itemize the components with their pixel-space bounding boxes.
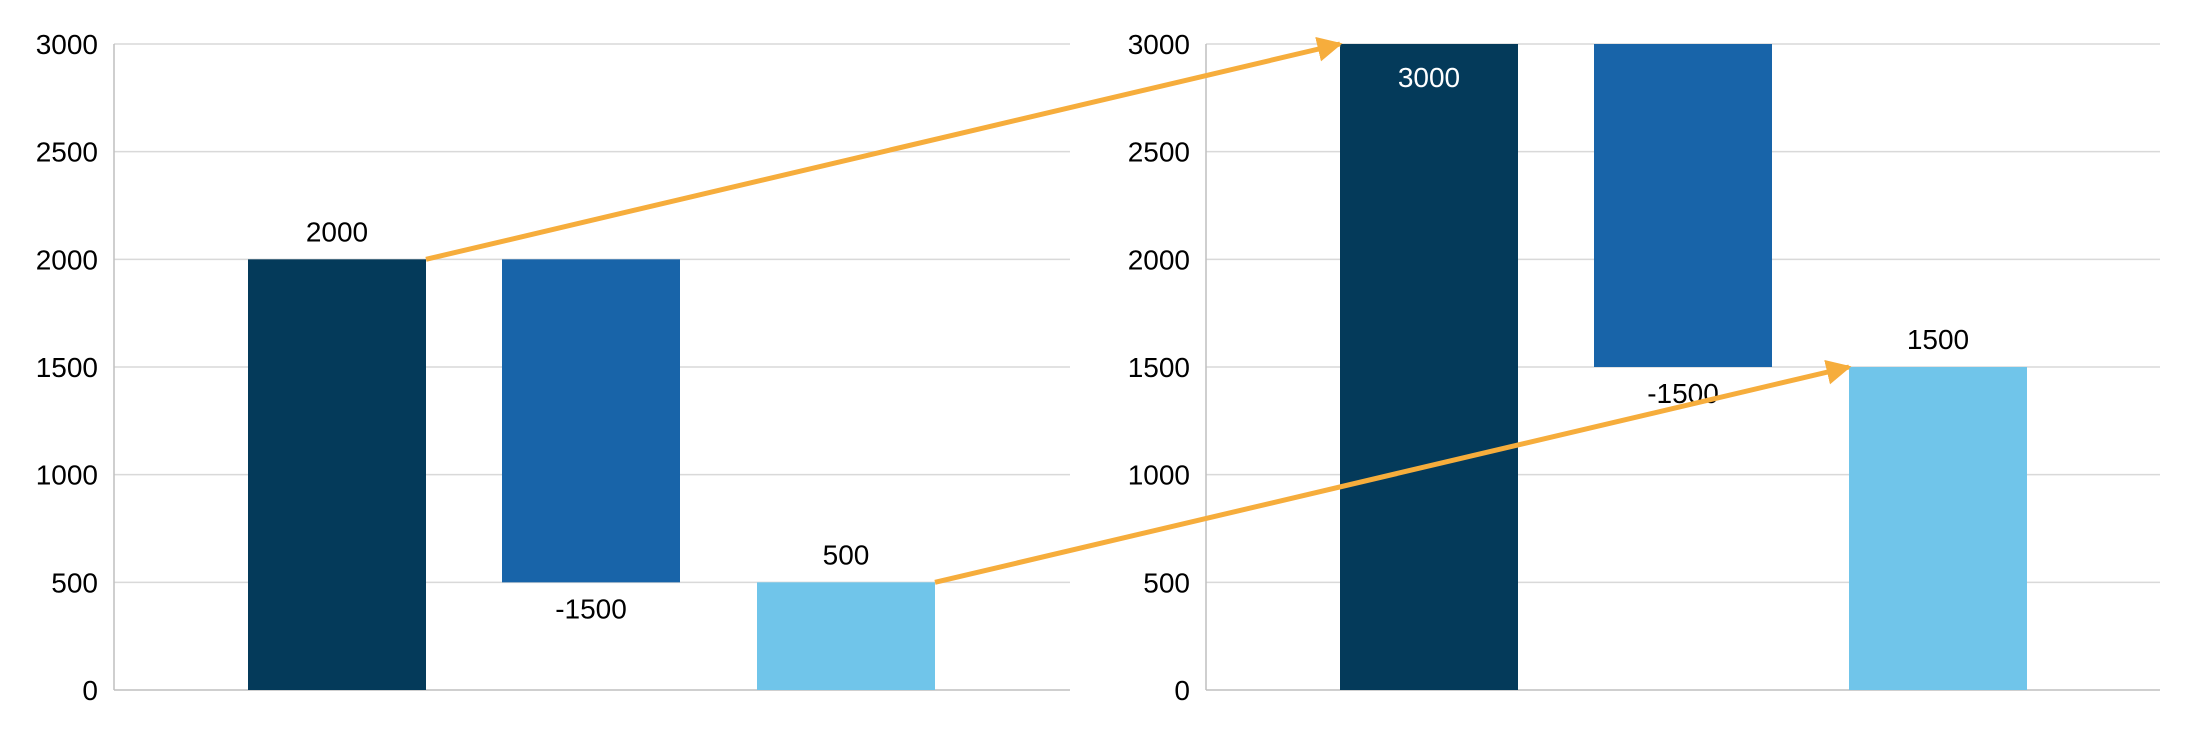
- waterfall-bar: [1340, 44, 1518, 690]
- waterfall-bar: [1594, 44, 1772, 367]
- y-tick-label: 500: [1143, 567, 1190, 598]
- data-label: 1500: [1907, 324, 1969, 355]
- arrow-annotations: [425, 36, 1852, 585]
- y-tick-label: 1000: [36, 460, 98, 491]
- arrow-annotation: [425, 36, 1343, 262]
- data-label: 2000: [306, 216, 368, 247]
- y-tick-label: 3000: [1128, 29, 1190, 60]
- y-tick-label: 500: [51, 567, 98, 598]
- y-tick-label: 0: [82, 675, 98, 706]
- arrow-annotation: [934, 359, 1852, 585]
- waterfall-bar: [502, 259, 680, 583]
- y-tick-label: 2500: [1128, 137, 1190, 168]
- data-label: 500: [823, 539, 870, 570]
- y-tick-label: 2500: [36, 137, 98, 168]
- y-tick-label: 1000: [1128, 460, 1190, 491]
- data-label: 3000: [1398, 62, 1460, 93]
- y-tick-label: 2000: [1128, 244, 1190, 275]
- data-label: -1500: [555, 593, 627, 624]
- waterfall-bar: [248, 259, 426, 690]
- y-tick-label: 2000: [36, 244, 98, 275]
- waterfall-bar: [757, 582, 935, 690]
- y-tick-label: 3000: [36, 29, 98, 60]
- y-tick-label: 0: [1174, 675, 1190, 706]
- y-tick-label: 1500: [1128, 352, 1190, 383]
- waterfall-bar: [1849, 367, 2027, 690]
- left-chart-panel: 0 500 1000 1500 2000 2500 3000 2000 -1500 500: [36, 29, 1070, 706]
- y-tick-label: 1500: [36, 352, 98, 383]
